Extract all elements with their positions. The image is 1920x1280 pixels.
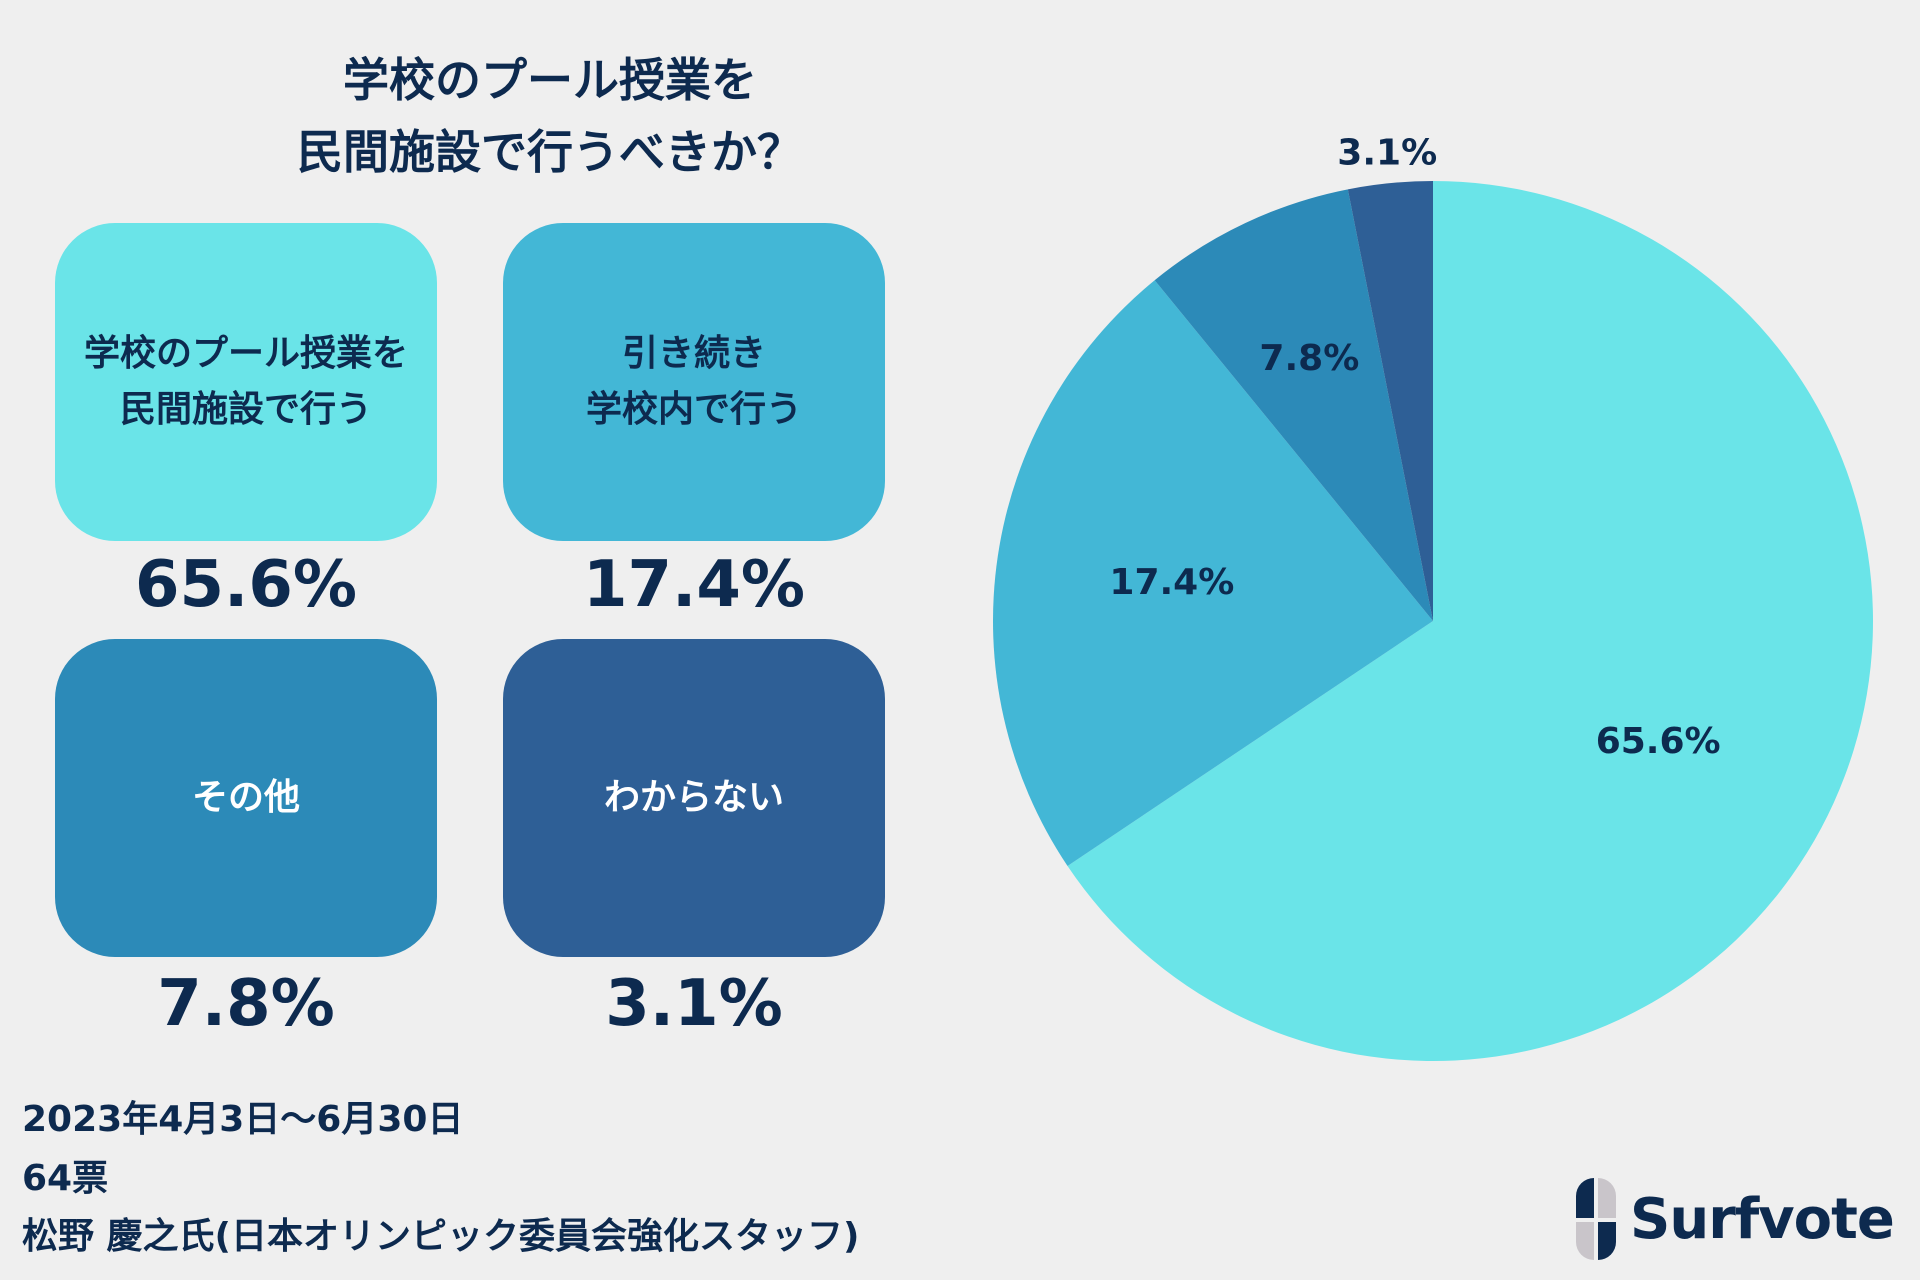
surfvote-logo-text: Surfvote bbox=[1630, 1186, 1895, 1252]
option-box-4: わからない bbox=[503, 639, 885, 957]
option-box-1: 学校のプール授業を 民間施設で行う bbox=[55, 223, 437, 541]
pie-data-label-2: 17.4% bbox=[1109, 562, 1234, 603]
title-line-2: 民間施設で行うべきか？ bbox=[297, 125, 803, 179]
pie-data-label-1: 65.6% bbox=[1596, 721, 1721, 762]
surfvote-logo: Surfvote bbox=[1574, 1176, 1895, 1262]
option-box-3: その他 bbox=[55, 639, 437, 957]
pie-slice-4 bbox=[1347, 181, 1433, 621]
source-credit: 松野 慶之氏(日本オリンピック委員会強化スタッフ) bbox=[22, 1216, 860, 1257]
pie-data-label-4: 3.1% bbox=[1337, 132, 1437, 173]
surfvote-logo-icon bbox=[1576, 1178, 1616, 1260]
option-percent-4: 3.1% bbox=[605, 967, 783, 1041]
pie-data-label-3: 7.8% bbox=[1259, 338, 1359, 379]
vote-count: 64票 bbox=[22, 1158, 109, 1199]
option-percent-1: 65.6% bbox=[134, 548, 358, 622]
option-percent-2: 17.4% bbox=[582, 548, 806, 622]
chart-title: 学校のプール授業を 民間施設で行うべきか？ bbox=[150, 44, 950, 188]
option-percent-3: 7.8% bbox=[157, 967, 335, 1041]
option-box-2: 引き続き 学校内で行う bbox=[503, 223, 885, 541]
pie-slice-2 bbox=[993, 280, 1433, 867]
pie-slice-1 bbox=[1067, 181, 1874, 1061]
title-line-1: 学校のプール授業を bbox=[343, 53, 757, 107]
pie-slice-3 bbox=[1154, 189, 1433, 621]
survey-period: 2023年4月3日〜6月30日 bbox=[22, 1099, 464, 1140]
